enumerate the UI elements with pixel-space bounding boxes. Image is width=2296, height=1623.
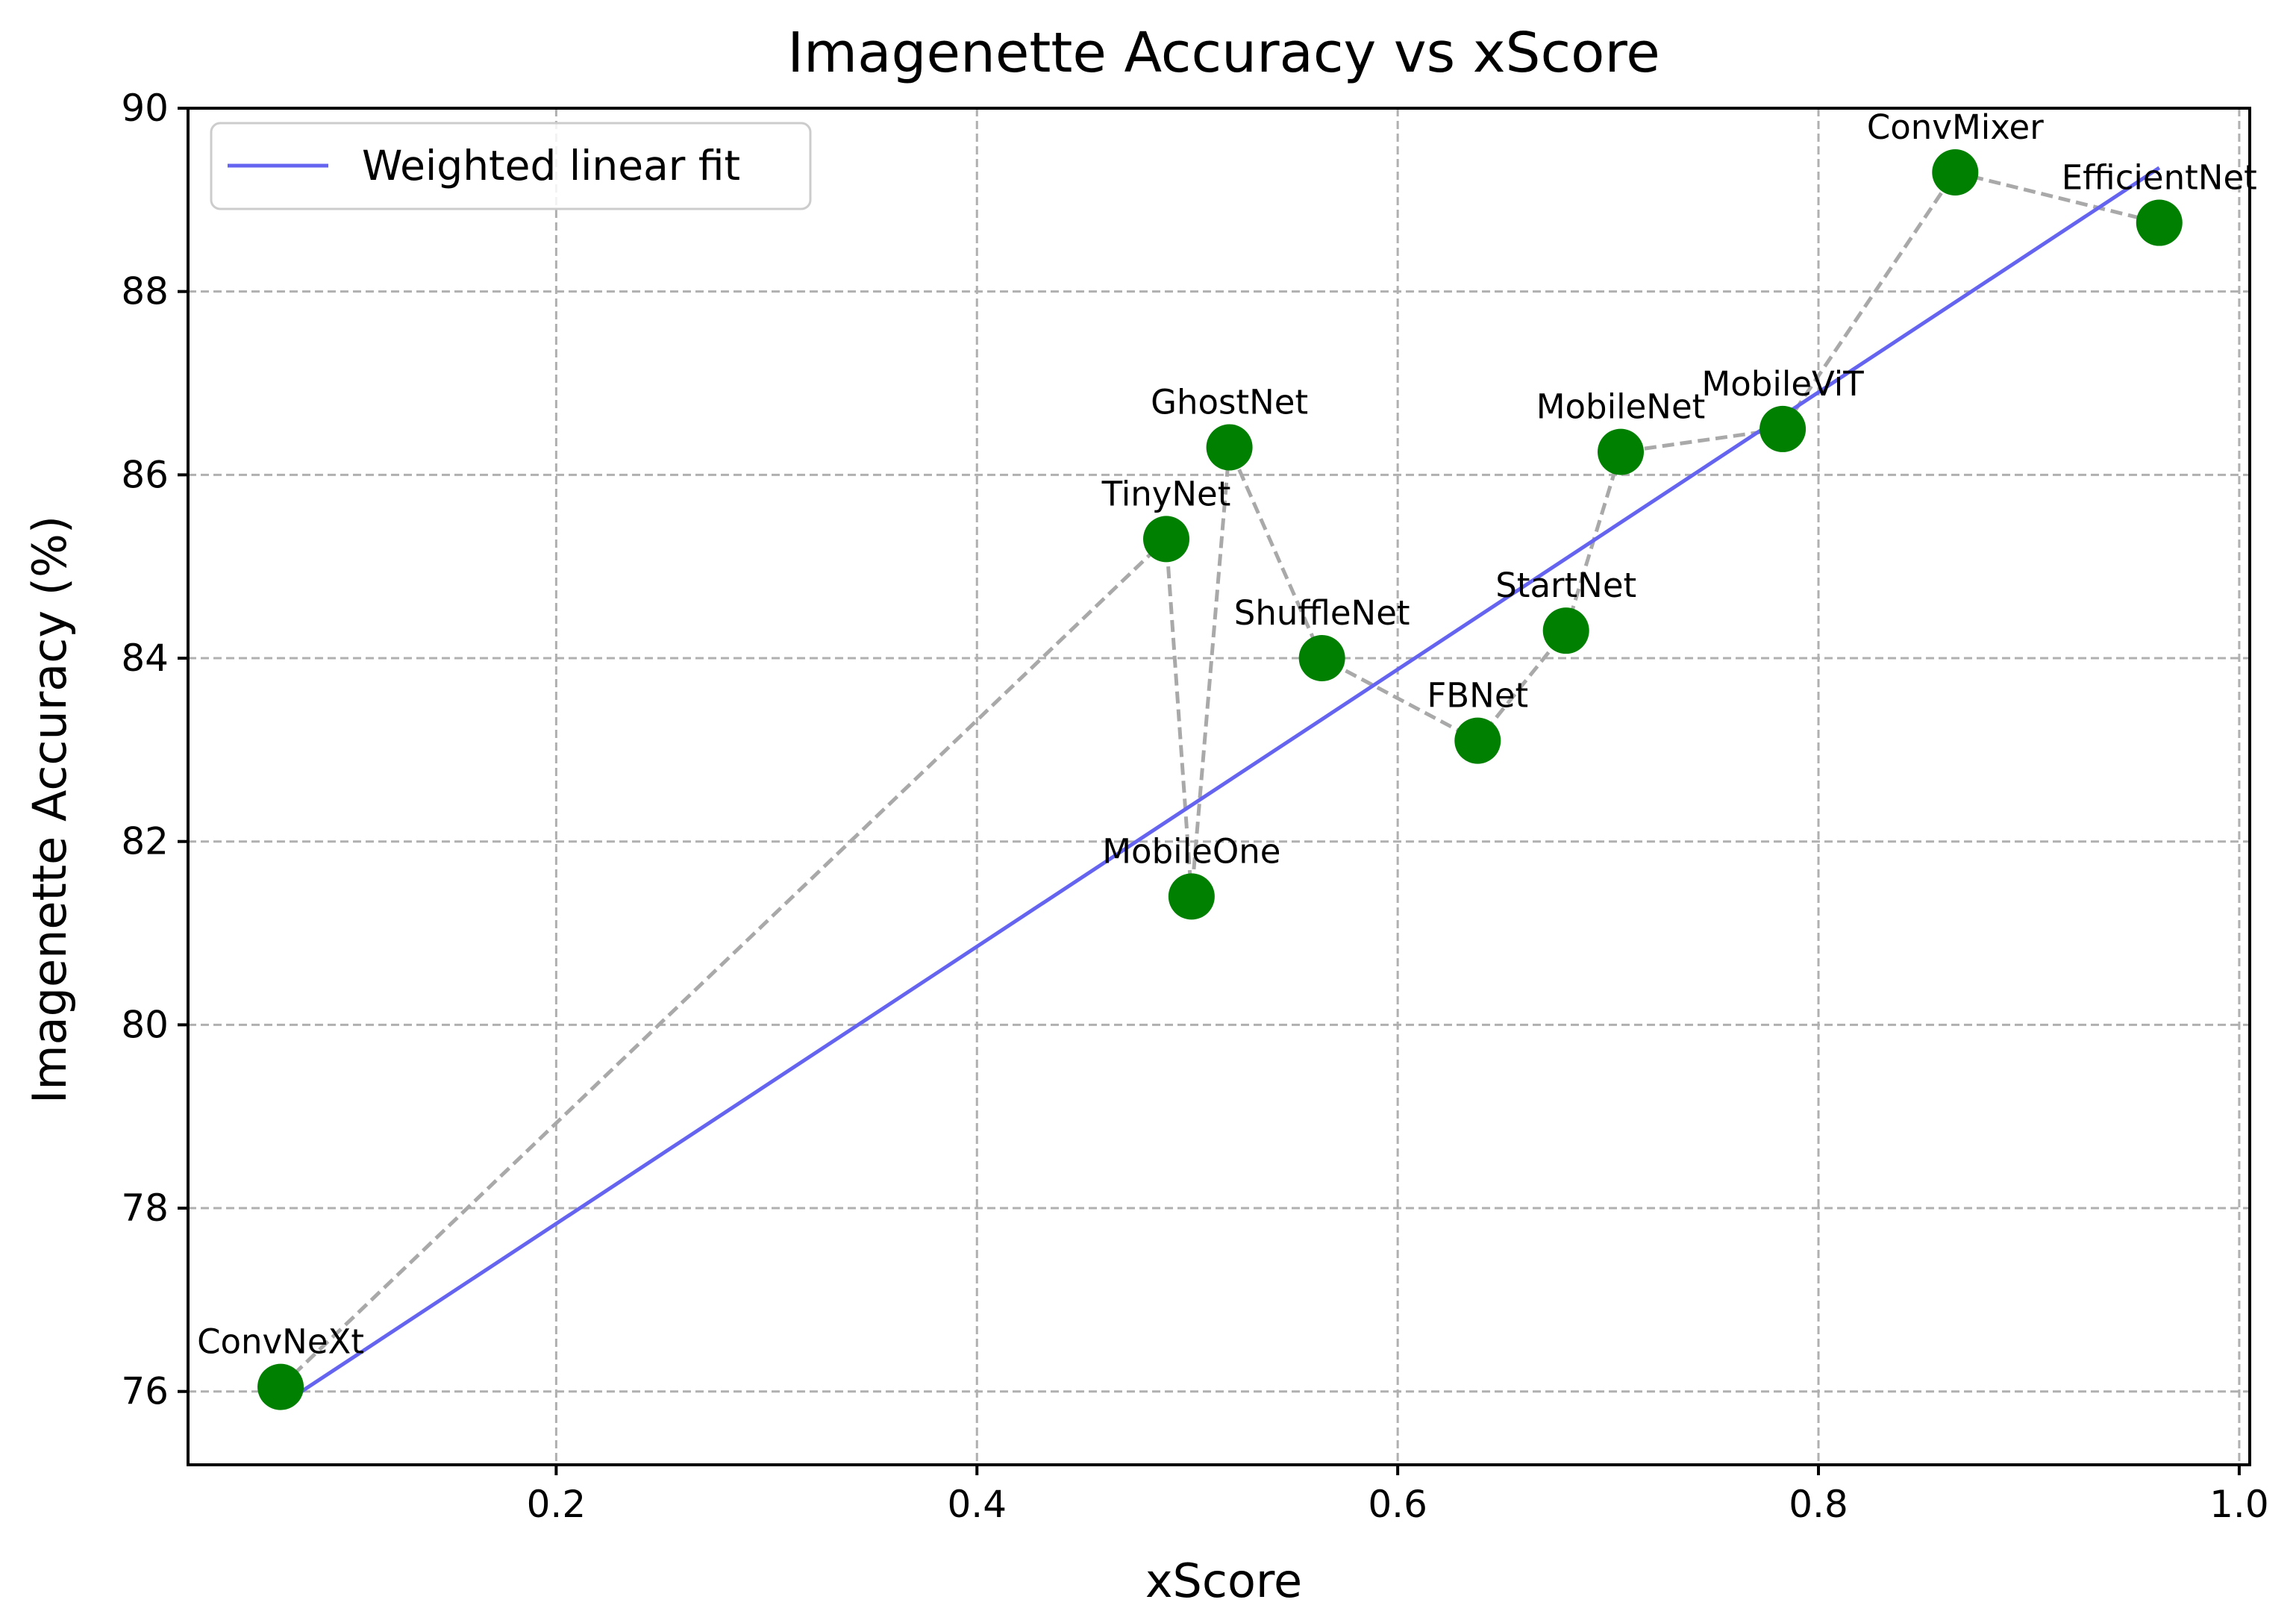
- data-point: [1168, 873, 1215, 920]
- legend-box: [210, 122, 812, 210]
- y-tick-label: 88: [121, 270, 169, 313]
- point-label: FBNet: [1427, 676, 1528, 716]
- data-point: [1206, 424, 1253, 471]
- data-point: [1298, 635, 1345, 682]
- legend: Weighted linear fit: [210, 122, 812, 210]
- point-label: ConvNeXt: [197, 1322, 364, 1362]
- point-label: MobileOne: [1102, 831, 1280, 871]
- series: ConvNeXt TinyNet MobileOne GhostNet ShuffleN…: [197, 107, 2257, 1410]
- data-point: [1598, 428, 1645, 475]
- point-label: ConvMixer: [1867, 107, 2044, 147]
- plot-border: [187, 107, 2251, 1466]
- data-point: [2136, 199, 2183, 246]
- data-point: [1454, 717, 1501, 764]
- x-axis-label: xScore: [1145, 1554, 1302, 1608]
- point-label: MobileViT: [1701, 364, 1864, 404]
- y-tick-label: 90: [121, 87, 169, 130]
- x-tick-label: 0.8: [1789, 1483, 1848, 1526]
- point-label: GhostNet: [1151, 383, 1308, 422]
- data-point: [257, 1363, 304, 1410]
- y-tick-label: 82: [121, 820, 169, 863]
- x-tick-label: 0.6: [1368, 1483, 1427, 1526]
- chart-title: Imagenette Accuracy vs xScore: [787, 21, 1660, 85]
- x-tick-label: 0.2: [527, 1483, 586, 1526]
- ticks: 0.2 0.4 0.6 0.8 1.0 76 78 80 82 84 86 88 90: [121, 87, 2268, 1526]
- y-tick-label: 86: [121, 453, 169, 496]
- x-tick-label: 0.4: [948, 1483, 1007, 1526]
- y-tick-label: 80: [121, 1003, 169, 1046]
- fit-line: [279, 166, 2161, 1407]
- y-tick-label: 78: [121, 1186, 169, 1230]
- point-label: MobileNet: [1536, 387, 1706, 427]
- data-point: [1143, 516, 1190, 563]
- legend-fit-label: Weighted linear fit: [362, 142, 740, 190]
- data-point: [1932, 148, 1979, 196]
- x-tick-label: 1.0: [2209, 1483, 2269, 1526]
- y-tick-label: 76: [121, 1370, 169, 1413]
- y-tick-label: 84: [121, 637, 169, 680]
- data-point: [1542, 607, 1589, 654]
- data-point: [1759, 405, 1807, 452]
- point-label: ShuffleNet: [1234, 593, 1410, 633]
- point-label: EfficientNet: [2062, 158, 2257, 198]
- point-label: TinyNet: [1101, 474, 1231, 513]
- y-axis-label: Imagenette Accuracy (%): [22, 516, 77, 1104]
- point-label: StartNet: [1495, 566, 1636, 605]
- plot-frame: [187, 107, 2251, 1466]
